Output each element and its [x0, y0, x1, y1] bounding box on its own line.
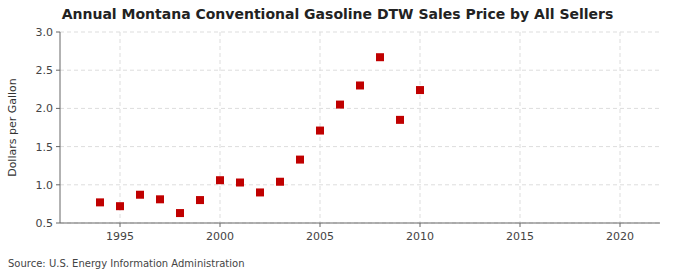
grid-line-y	[60, 223, 660, 224]
grid-line-x	[620, 32, 621, 223]
tick-y	[56, 70, 60, 71]
tick-x	[620, 223, 621, 227]
point	[176, 209, 184, 217]
tick-label-y: 1.5	[36, 141, 54, 154]
tick-y	[56, 223, 60, 224]
points	[96, 53, 424, 217]
grid-line-x	[420, 32, 421, 223]
tick-label-x: 2005	[306, 230, 334, 243]
point	[216, 176, 224, 184]
point	[416, 86, 424, 94]
chart: 1995 2000 2005 2010 2015 2020 0.5 1.0 1.5 2.0 2.5 3…	[0, 0, 675, 275]
x-axis-line	[60, 223, 660, 224]
grid-line-y	[60, 108, 660, 109]
point	[116, 202, 124, 210]
point	[356, 81, 364, 89]
point	[396, 116, 404, 124]
grid-line-x	[120, 32, 121, 223]
point	[156, 195, 164, 203]
tick-x	[120, 223, 121, 227]
y-axis-line	[60, 32, 61, 223]
point	[196, 196, 204, 204]
grid-line-y	[60, 32, 660, 33]
grid-line-y	[60, 146, 660, 147]
tick-x	[320, 223, 321, 227]
point	[236, 179, 244, 187]
grid-line-x	[520, 32, 521, 223]
tick-x	[420, 223, 421, 227]
tick-label-x: 2015	[506, 230, 534, 243]
point	[276, 178, 284, 186]
grid-line-y	[60, 70, 660, 71]
point	[256, 188, 264, 196]
tick-label-y: 3.0	[36, 26, 54, 39]
grid-line-x	[220, 32, 221, 223]
point	[96, 198, 104, 206]
tick-x	[520, 223, 521, 227]
tick-label-y: 2.0	[36, 102, 54, 115]
grid-line-y	[60, 184, 660, 185]
tick-label-x: 2000	[206, 230, 234, 243]
title: Annual Montana Conventional Gasoline DTW…	[62, 6, 614, 22]
tick-label-y: 0.5	[36, 217, 54, 230]
tick-x	[220, 223, 221, 227]
point	[296, 156, 304, 164]
source-note: Source: U.S. Energy Information Administ…	[8, 258, 245, 269]
y-axis-label: Dollars per Gallon	[6, 78, 19, 177]
axes: 1995 2000 2005 2010 2015 2020 0.5 1.0 1.5 2.0 2.5 3…	[36, 26, 661, 243]
tick-y	[56, 108, 60, 109]
point	[136, 191, 144, 199]
tick-y	[56, 184, 60, 185]
point	[336, 101, 344, 109]
tick-label-x: 1995	[106, 230, 134, 243]
tick-label-y: 2.5	[36, 64, 54, 77]
point	[316, 127, 324, 135]
tick-y	[56, 146, 60, 147]
tick-label-x: 2010	[406, 230, 434, 243]
grid	[60, 32, 660, 223]
tick-label-y: 1.0	[36, 179, 54, 192]
chart-container: 1995 2000 2005 2010 2015 2020 0.5 1.0 1.5 2.0 2.5 3…	[0, 0, 675, 275]
point	[376, 53, 384, 61]
tick-label-x: 2020	[606, 230, 634, 243]
tick-y	[56, 32, 60, 33]
